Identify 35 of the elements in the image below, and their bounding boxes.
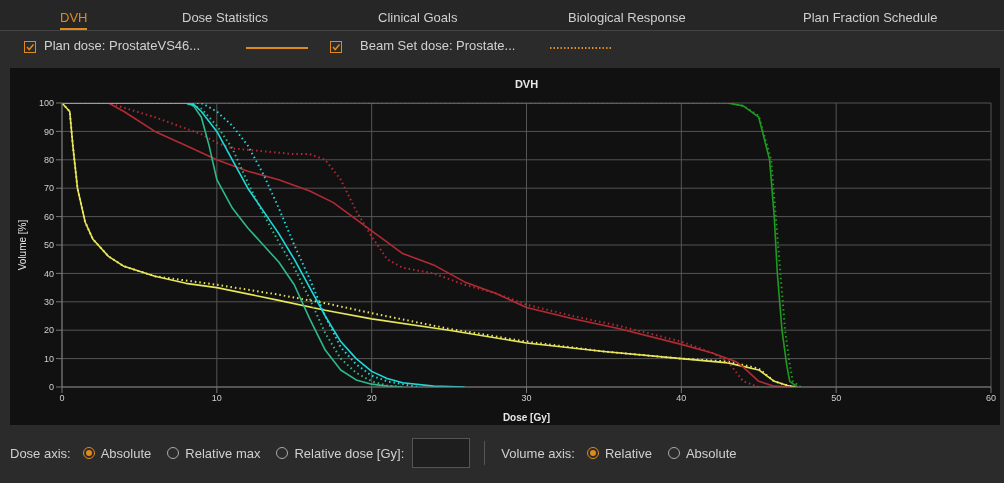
y-tick-label: 60: [43, 211, 54, 222]
x-tick-label: 10: [211, 393, 222, 404]
x-tick-label: 30: [521, 393, 532, 404]
y-tick-label: 80: [43, 154, 54, 165]
y-tick-label: 70: [43, 183, 54, 194]
y-tick-label: 100: [38, 98, 54, 109]
x-tick-label: 20: [366, 393, 377, 404]
x-tick-label: 0: [59, 393, 65, 404]
text: Volume axis:: [501, 445, 575, 461]
y-tick-label: 50: [43, 240, 54, 251]
text: Absolute: [685, 445, 737, 461]
text: DVH: [60, 10, 88, 30]
y-tick-label: 20: [43, 325, 54, 336]
text: Relative max: [185, 445, 261, 461]
text: Absolute: [100, 445, 152, 461]
text: Plan dose: ProstateVS46...: [44, 38, 201, 53]
text: Relative dose [Gy]:: [294, 445, 405, 461]
x-axis-title: Dose [Gy]: [502, 412, 551, 423]
x-tick-label: 40: [676, 393, 687, 404]
text: Beam Set dose: Prostate...: [360, 38, 516, 53]
x-tick-label: 50: [831, 393, 842, 404]
text: Dose axis:: [10, 445, 71, 461]
text: Clinical Goals: [378, 10, 458, 27]
text: Plan Fraction Schedule: [803, 10, 938, 27]
text: Biological Response: [568, 10, 686, 27]
y-tick-label: 0: [48, 382, 54, 393]
y-axis-title: Volume [%]: [16, 219, 28, 271]
y-tick-label: 30: [43, 296, 54, 307]
y-tick-label: 90: [43, 126, 54, 137]
y-tick-label: 10: [43, 353, 54, 364]
text: Dose Statistics: [182, 10, 268, 27]
text: Relative: [604, 445, 652, 461]
chart-title: DVH: [513, 78, 540, 90]
x-tick-label: 60: [985, 393, 997, 404]
y-tick-label: 40: [43, 268, 54, 279]
